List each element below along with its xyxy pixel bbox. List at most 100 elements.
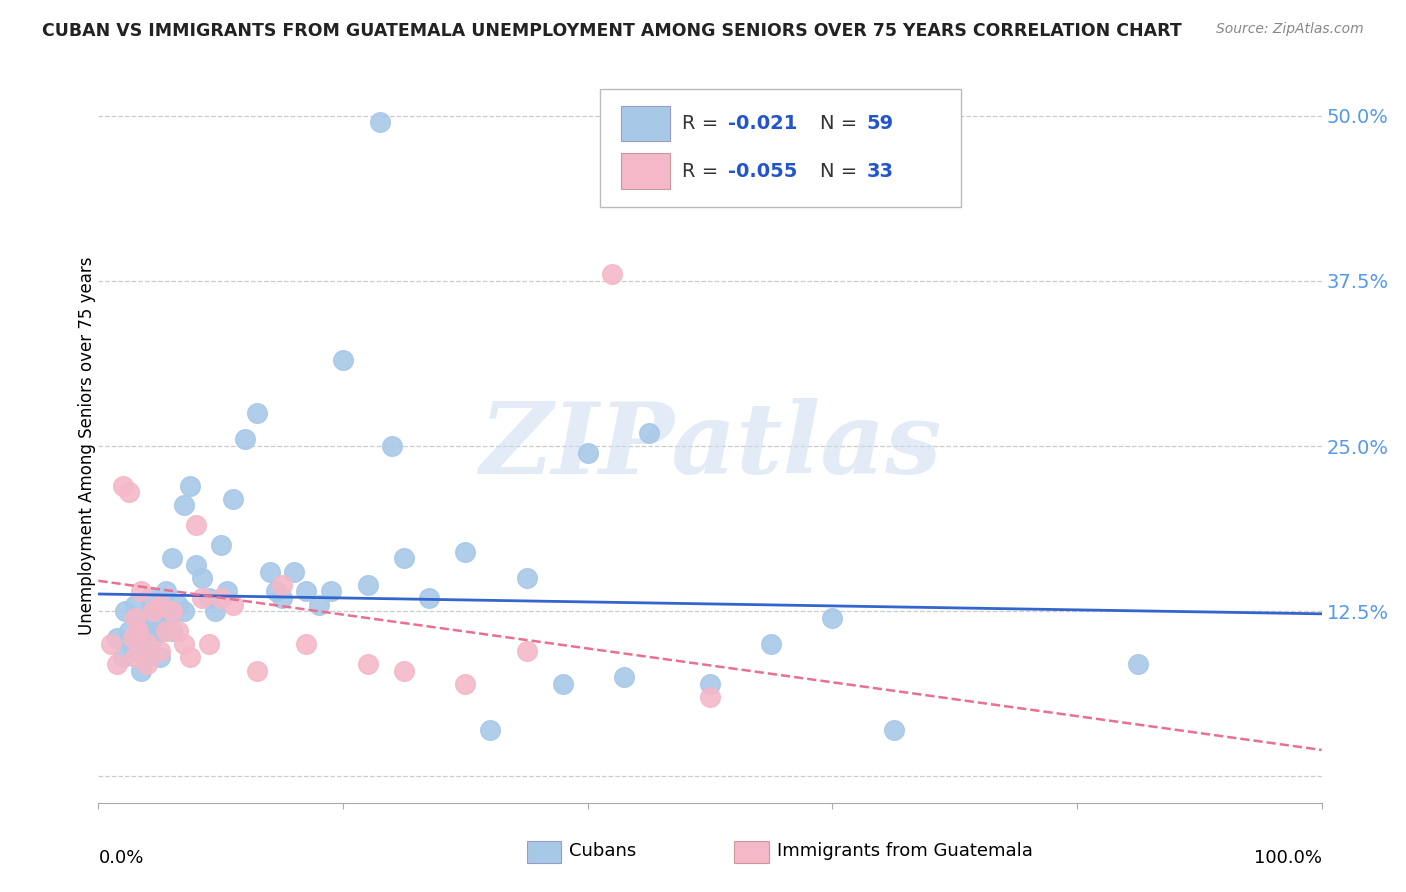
Point	[142, 631, 165, 645]
Point	[222, 491, 245, 506]
Point	[129, 637, 152, 651]
Point	[167, 598, 190, 612]
Point	[105, 657, 128, 671]
Point	[283, 565, 305, 579]
Point	[124, 650, 146, 665]
Point	[270, 578, 294, 592]
Point	[233, 433, 256, 447]
Point	[270, 591, 294, 605]
Text: 0.0%: 0.0%	[98, 849, 143, 867]
Point	[111, 478, 134, 492]
Point	[160, 624, 183, 638]
Point	[114, 604, 136, 618]
Point	[105, 631, 128, 645]
Text: R =: R =	[682, 114, 724, 133]
Point	[576, 445, 599, 459]
Point	[179, 478, 201, 492]
Point	[215, 584, 238, 599]
Point	[246, 664, 269, 678]
Point	[478, 723, 501, 738]
Point	[454, 545, 477, 559]
Point	[332, 353, 354, 368]
Point	[368, 115, 391, 129]
Point	[121, 631, 143, 645]
Point	[139, 591, 162, 605]
FancyBboxPatch shape	[600, 89, 960, 207]
Point	[381, 439, 404, 453]
Point	[100, 637, 122, 651]
Text: Immigrants from Guatemala: Immigrants from Guatemala	[778, 842, 1033, 860]
Point	[160, 604, 183, 618]
Point	[454, 677, 477, 691]
Point	[516, 644, 538, 658]
Point	[246, 406, 269, 420]
Text: 100.0%: 100.0%	[1254, 849, 1322, 867]
Point	[173, 604, 195, 618]
Point	[197, 591, 219, 605]
Text: ZIPatlas: ZIPatlas	[479, 398, 941, 494]
Point	[356, 657, 378, 671]
Point	[209, 538, 232, 552]
Point	[553, 677, 575, 691]
Point	[149, 598, 172, 612]
Point	[136, 637, 159, 651]
Point	[127, 617, 149, 632]
Point	[356, 578, 378, 592]
Point	[124, 644, 146, 658]
Point	[129, 584, 152, 599]
Point	[883, 723, 905, 738]
FancyBboxPatch shape	[734, 841, 769, 863]
Point	[197, 637, 219, 651]
Point	[392, 551, 416, 566]
Point	[186, 558, 208, 572]
FancyBboxPatch shape	[620, 153, 669, 189]
Point	[699, 690, 721, 704]
Point	[173, 637, 195, 651]
Text: N =: N =	[820, 114, 863, 133]
Text: R =: R =	[682, 161, 724, 181]
Point	[150, 624, 173, 638]
Point	[142, 604, 165, 618]
Point	[516, 571, 538, 585]
Point	[167, 624, 190, 638]
Text: 33: 33	[866, 161, 894, 181]
Point	[129, 664, 152, 678]
Point	[392, 664, 416, 678]
Text: Source: ZipAtlas.com: Source: ZipAtlas.com	[1216, 22, 1364, 37]
Point	[142, 624, 165, 638]
Point	[186, 518, 208, 533]
FancyBboxPatch shape	[620, 105, 669, 141]
Text: -0.021: -0.021	[728, 114, 797, 133]
Point	[613, 670, 636, 684]
Point	[295, 637, 318, 651]
Point	[149, 650, 172, 665]
Point	[259, 565, 281, 579]
Text: N =: N =	[820, 161, 863, 181]
Point	[418, 591, 440, 605]
Point	[118, 624, 141, 638]
FancyBboxPatch shape	[526, 841, 561, 863]
Point	[136, 657, 159, 671]
Point	[295, 584, 318, 599]
Point	[179, 650, 201, 665]
Point	[124, 598, 146, 612]
Point	[761, 637, 783, 651]
Point	[118, 485, 141, 500]
Point	[209, 591, 232, 605]
Point	[637, 425, 661, 440]
Point	[155, 624, 177, 638]
Point	[600, 267, 623, 281]
Text: CUBAN VS IMMIGRANTS FROM GUATEMALA UNEMPLOYMENT AMONG SENIORS OVER 75 YEARS CORR: CUBAN VS IMMIGRANTS FROM GUATEMALA UNEMP…	[42, 22, 1182, 40]
Point	[191, 571, 214, 585]
Text: Cubans: Cubans	[569, 842, 637, 860]
Y-axis label: Unemployment Among Seniors over 75 years: Unemployment Among Seniors over 75 years	[79, 257, 96, 635]
Point	[127, 624, 149, 638]
Point	[264, 584, 287, 599]
Point	[121, 637, 143, 651]
Point	[1128, 657, 1150, 671]
Point	[149, 604, 172, 618]
Text: 59: 59	[866, 114, 894, 133]
Point	[149, 644, 172, 658]
Point	[111, 650, 134, 665]
Point	[173, 499, 195, 513]
